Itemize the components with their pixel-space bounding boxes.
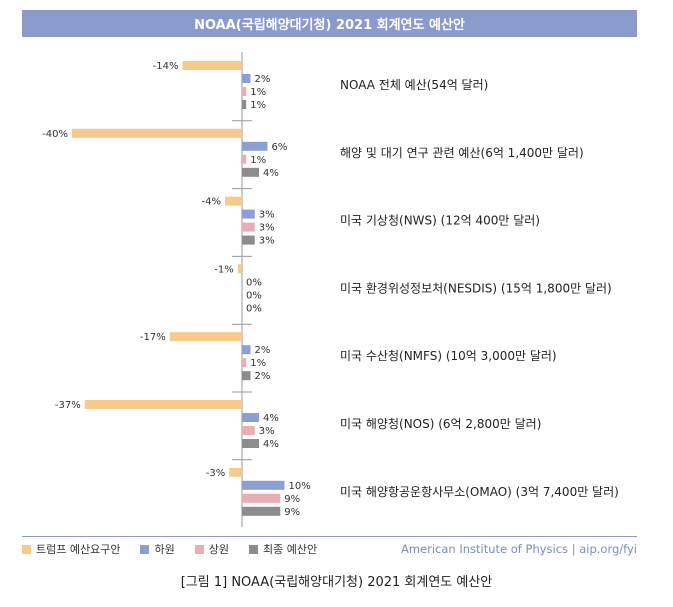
data-label: 4% [263, 413, 279, 424]
data-label: 10% [289, 481, 311, 492]
bar [242, 426, 255, 435]
data-label: 4% [263, 168, 279, 179]
bar [242, 141, 268, 151]
data-label: 0% [246, 290, 262, 301]
bar [182, 61, 242, 70]
bar [242, 413, 259, 422]
data-label: 2% [255, 345, 271, 356]
bar [242, 167, 259, 177]
legend-item-house: 하원 [140, 541, 175, 557]
bar [242, 506, 281, 516]
bar [242, 493, 281, 503]
bar [242, 209, 255, 219]
bar [242, 154, 247, 164]
category-label: 미국 환경위성정보처(NESDIS) (15억 1,800만 달러) [340, 281, 612, 295]
data-label: -1% [214, 264, 233, 275]
data-label: -3% [206, 468, 225, 479]
legend-item-final: 최종 예산안 [248, 541, 318, 557]
bar [84, 400, 242, 409]
data-label: 0% [246, 277, 262, 288]
bar [229, 467, 242, 477]
data-label: -37% [55, 400, 81, 411]
data-label: 3% [259, 223, 275, 234]
data-label: 3% [259, 426, 275, 437]
bar [237, 264, 242, 274]
category-label: 미국 해양항공운항사무소(OMAO) (3억 7,400만 달러) [340, 485, 619, 499]
bar [242, 345, 251, 355]
bar-chart: -14% 2% 1% 1% NOAA 전체 예산(54억 달러) -40% 6% 1% 4% 해양… [42, 52, 619, 527]
legend-item-senate: 상원 [194, 541, 229, 557]
bar [72, 128, 242, 138]
legend-label: 상원 [208, 543, 229, 556]
legend-item-trump: 트럼프 예산요구안 [22, 541, 120, 557]
divider [22, 536, 637, 537]
data-label: 4% [263, 439, 279, 450]
legend-swatch [248, 544, 258, 554]
bar [242, 100, 247, 109]
bar [225, 196, 242, 206]
category-label: 미국 수산청(NMFS) (10억 3,000만 달러) [340, 349, 557, 363]
bar [242, 358, 247, 368]
legend-swatch [22, 544, 31, 554]
data-label: -40% [42, 129, 68, 140]
legend-label: 트럼프 예산요구안 [36, 543, 121, 556]
bar [242, 87, 247, 96]
data-label: 1% [250, 155, 266, 166]
data-label: 2% [255, 74, 271, 85]
legend-label: 하원 [154, 543, 175, 556]
chart-title: NOAA(국립해양대기청) 2021 회계연도 예산안 [22, 10, 637, 37]
data-label: 1% [250, 100, 266, 111]
category-label: 해양 및 대기 연구 관련 예산(6억 1,400만 달러) [340, 146, 584, 160]
bar [242, 222, 255, 232]
figure-caption: [그림 1] NOAA(국립해양대기청) 2021 회계연도 예산안 [180, 574, 493, 590]
data-label: 1% [250, 87, 266, 98]
data-label: 3% [259, 210, 275, 221]
legend-swatch [194, 544, 204, 554]
data-label: 0% [246, 303, 262, 314]
data-label: 9% [284, 507, 300, 518]
legend: 트럼프 예산요구안 하원 상원 최종 예산안 [22, 540, 317, 558]
bar [242, 371, 251, 381]
data-label: 1% [250, 358, 266, 369]
bar [242, 74, 251, 83]
bar [169, 332, 242, 342]
bar [242, 480, 285, 490]
legend-swatch [140, 544, 150, 554]
category-label: 미국 해양청(NOS) (6억 2,800만 달러) [340, 417, 541, 431]
data-label: 9% [284, 494, 300, 505]
bar [242, 439, 259, 448]
data-label: 2% [255, 371, 271, 382]
data-label: 3% [259, 236, 275, 247]
bar [242, 235, 255, 245]
data-label: -4% [202, 197, 221, 208]
category-label: 미국 기상청(NWS) (12억 400만 달러) [340, 214, 540, 228]
data-label: -17% [140, 332, 166, 343]
legend-label: 최종 예산안 [262, 543, 318, 556]
category-label: NOAA 전체 예산(54억 달러) [340, 78, 488, 92]
data-label: -14% [153, 61, 179, 72]
source-credit: American Institute of Physics | aip.org/… [400, 542, 637, 556]
data-label: 6% [272, 142, 288, 153]
